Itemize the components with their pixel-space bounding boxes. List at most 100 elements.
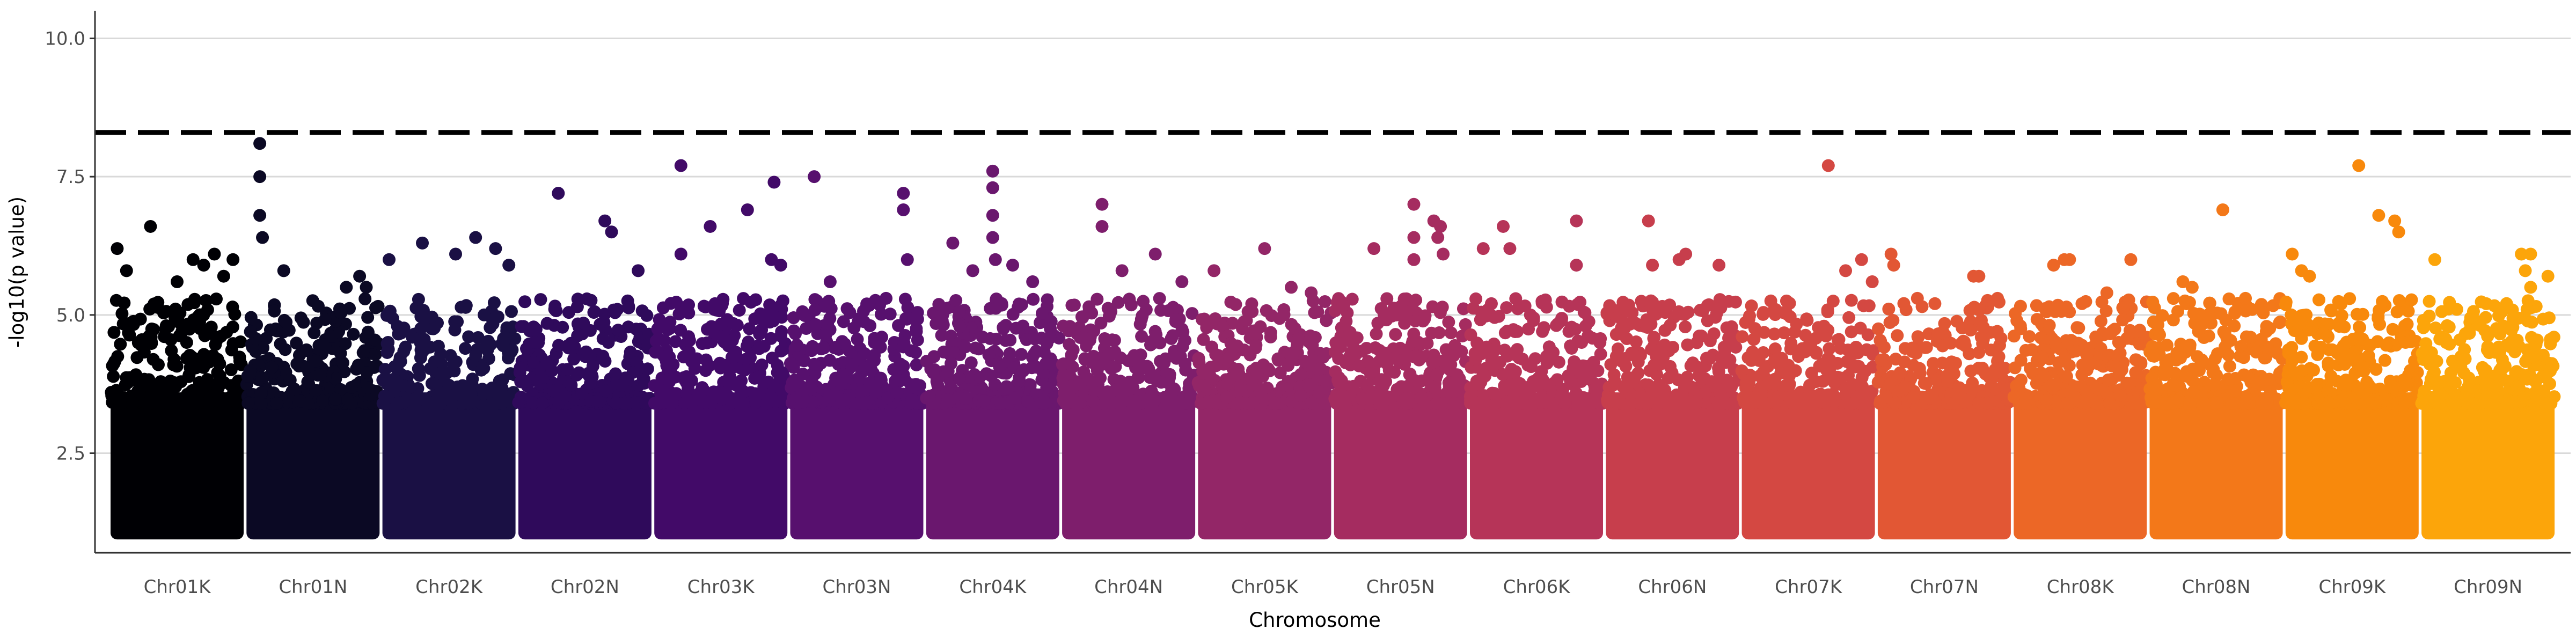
point <box>635 304 649 318</box>
point <box>1254 385 1267 398</box>
point <box>661 323 675 336</box>
point <box>2144 391 2157 404</box>
point <box>596 332 610 346</box>
point <box>2167 313 2180 327</box>
point <box>994 397 1007 410</box>
point <box>2405 293 2418 306</box>
point <box>851 333 864 346</box>
point <box>1057 357 1070 370</box>
point <box>2260 320 2273 333</box>
point <box>1245 397 1258 410</box>
point <box>1699 386 1712 399</box>
point <box>1183 386 1197 400</box>
point <box>1308 306 1321 319</box>
point <box>1860 343 1874 356</box>
point <box>2506 311 2520 325</box>
point <box>2345 349 2358 363</box>
point <box>1643 364 1657 377</box>
point <box>1509 378 1523 391</box>
peak-point <box>1431 231 1445 244</box>
point <box>722 339 735 353</box>
point <box>1821 360 1834 373</box>
point <box>339 317 352 331</box>
point <box>2059 370 2073 384</box>
point <box>418 393 431 406</box>
point <box>361 311 375 324</box>
point <box>1220 391 1233 404</box>
point <box>2240 392 2253 405</box>
point <box>953 371 966 385</box>
point <box>1377 379 1390 392</box>
point <box>1747 333 1760 346</box>
point <box>334 383 347 396</box>
point <box>628 397 641 410</box>
point <box>1813 387 1827 401</box>
peak-point <box>120 264 133 277</box>
point <box>657 396 671 409</box>
point <box>2470 397 2484 410</box>
point <box>1314 362 1327 375</box>
point <box>1200 321 1213 334</box>
point <box>941 393 954 406</box>
point <box>1086 394 1100 408</box>
point <box>1035 307 1049 320</box>
point <box>1271 352 1285 365</box>
point <box>973 371 986 384</box>
point <box>131 384 145 398</box>
point <box>1821 324 1835 337</box>
point <box>105 386 118 399</box>
point <box>1678 308 1692 321</box>
point <box>1192 352 1205 365</box>
point <box>184 397 197 410</box>
point <box>2255 333 2268 346</box>
point <box>742 335 755 349</box>
point <box>1585 397 1599 410</box>
point <box>652 332 665 345</box>
point <box>823 389 836 402</box>
point <box>1003 347 1016 360</box>
point <box>347 327 360 341</box>
point <box>1498 379 1511 393</box>
dense-points-Chr08N <box>2149 392 2283 540</box>
point <box>126 397 140 410</box>
series-Chr02N <box>512 187 657 540</box>
point <box>575 387 589 400</box>
point <box>345 397 358 410</box>
point <box>165 344 178 357</box>
point <box>1442 316 1455 329</box>
point <box>2103 397 2116 410</box>
point <box>1945 355 1958 369</box>
series-Chr03N <box>784 170 930 540</box>
point <box>526 355 540 369</box>
peak-point <box>144 219 157 233</box>
point <box>1185 307 1199 320</box>
point <box>2162 364 2175 378</box>
point <box>2219 313 2233 327</box>
point <box>1430 369 1444 382</box>
point <box>755 358 769 372</box>
point <box>1229 298 1242 311</box>
point <box>310 354 323 368</box>
point <box>853 373 867 386</box>
point <box>1882 302 1896 316</box>
point <box>369 301 383 314</box>
point <box>583 324 597 337</box>
peak-point <box>2352 159 2366 172</box>
point <box>1250 367 1264 380</box>
point <box>1008 391 1021 405</box>
point <box>225 390 238 403</box>
point <box>459 301 472 314</box>
point <box>1770 394 1783 408</box>
point <box>283 374 297 387</box>
point <box>1758 326 1771 339</box>
point <box>356 346 370 360</box>
peak-point <box>1258 242 1271 255</box>
point <box>197 309 210 322</box>
point <box>953 320 967 333</box>
point <box>1153 292 1166 305</box>
point <box>1743 309 1757 323</box>
peak-point <box>1095 197 1109 211</box>
dense-points-Chr05N <box>1334 392 1467 540</box>
peak-point <box>765 253 778 266</box>
point <box>1489 342 1502 356</box>
